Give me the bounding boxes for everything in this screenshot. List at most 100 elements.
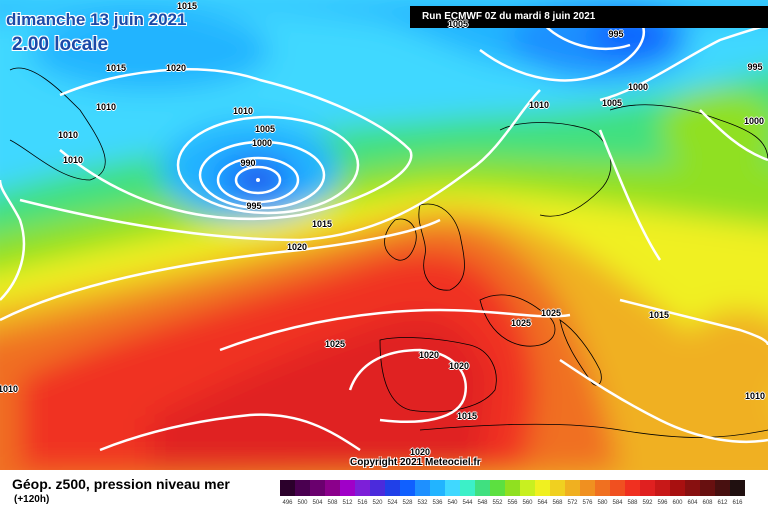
scale-swatch bbox=[610, 480, 625, 496]
scale-swatch bbox=[280, 480, 295, 496]
finland-coast bbox=[609, 104, 768, 161]
scale-tick-label: 524 bbox=[387, 500, 398, 506]
isobar-1005 bbox=[176, 115, 360, 215]
color-scale bbox=[280, 480, 745, 496]
color-scale-labels: 496 500 504 508 512 516 520 524 528 532 536 540 544 5… bbox=[280, 500, 745, 506]
scale-tick-label: 564 bbox=[537, 500, 548, 506]
pressure-label: 1010 bbox=[744, 391, 766, 401]
scale-tick-label: 504 bbox=[312, 500, 323, 506]
scale-swatch bbox=[550, 480, 565, 496]
scale-tick-label: 600 bbox=[672, 500, 683, 506]
pressure-label: 1020 bbox=[448, 361, 470, 371]
france-coast bbox=[479, 294, 556, 347]
scale-tick-label: 584 bbox=[612, 500, 623, 506]
weather-map: dimanche 13 juin 2021 2.00 locale Run EC… bbox=[0, 0, 768, 470]
pressure-label: 1020 bbox=[418, 350, 440, 360]
pressure-label: 1010 bbox=[57, 130, 79, 140]
scale-swatch bbox=[580, 480, 595, 496]
pressure-label: 1025 bbox=[510, 318, 532, 328]
scale-swatch bbox=[490, 480, 505, 496]
scale-swatch bbox=[415, 480, 430, 496]
scale-tick-label: 544 bbox=[462, 500, 473, 506]
scale-tick-label: 592 bbox=[642, 500, 653, 506]
pressure-label: 1005 bbox=[254, 124, 276, 134]
scale-tick-label: 580 bbox=[597, 500, 608, 506]
scale-swatch bbox=[430, 480, 445, 496]
pressure-label: 1015 bbox=[648, 310, 670, 320]
coastlines bbox=[9, 67, 768, 438]
pressure-label: 1005 bbox=[601, 98, 623, 108]
scale-swatch bbox=[565, 480, 580, 496]
legend-title: Géop. z500, pression niveau mer bbox=[12, 476, 230, 492]
scale-tick-label: 516 bbox=[357, 500, 368, 506]
scale-swatch bbox=[640, 480, 655, 496]
scale-tick-label: 528 bbox=[402, 500, 413, 506]
isobar-1000 bbox=[198, 140, 326, 210]
scale-swatch bbox=[385, 480, 400, 496]
scale-swatch bbox=[340, 480, 355, 496]
pressure-label: 1020 bbox=[165, 63, 187, 73]
scale-tick-label: 616 bbox=[732, 500, 743, 506]
pressure-label: 1015 bbox=[456, 411, 478, 421]
iberia-coast bbox=[379, 337, 497, 413]
north-africa-coast bbox=[419, 423, 768, 438]
scale-swatch bbox=[475, 480, 490, 496]
pressure-label: 1005 bbox=[447, 19, 469, 29]
pressure-label: 1015 bbox=[176, 1, 198, 11]
scale-tick-label: 540 bbox=[447, 500, 458, 506]
pressure-label: 1025 bbox=[540, 308, 562, 318]
pressure-label: 1000 bbox=[627, 82, 649, 92]
isobars bbox=[0, 19, 768, 452]
isobar-1015-east bbox=[619, 298, 768, 346]
scale-swatch bbox=[715, 480, 730, 496]
low-center-marker bbox=[256, 178, 260, 182]
isobar-1010-central bbox=[598, 129, 662, 261]
isobar-1005-north-east bbox=[699, 109, 768, 162]
isobar-1025 bbox=[219, 308, 571, 352]
isobar-1020-iberia bbox=[348, 348, 468, 423]
scale-tick-label: 520 bbox=[372, 500, 383, 506]
scale-tick-label: 552 bbox=[492, 500, 503, 506]
scale-tick-label: 608 bbox=[702, 500, 713, 506]
pressure-label: 995 bbox=[747, 62, 763, 72]
legend-footer: Géop. z500, pression niveau mer (+120h) … bbox=[0, 470, 768, 512]
scale-swatch bbox=[700, 480, 715, 496]
scale-tick-label: 548 bbox=[477, 500, 488, 506]
scale-swatch bbox=[655, 480, 670, 496]
scale-swatch bbox=[445, 480, 460, 496]
pressure-label: 1010 bbox=[528, 100, 550, 110]
scale-swatch bbox=[355, 480, 370, 496]
scale-swatch bbox=[460, 480, 475, 496]
greenland-coast bbox=[9, 67, 106, 181]
pressure-label: 1015 bbox=[105, 63, 127, 73]
isobar-1010-west bbox=[0, 179, 26, 301]
scale-swatch bbox=[535, 480, 550, 496]
pressure-label: 1010 bbox=[0, 384, 19, 394]
pressure-label: 1010 bbox=[232, 106, 254, 116]
scale-tick-label: 596 bbox=[657, 500, 668, 506]
scale-swatch bbox=[595, 480, 610, 496]
pressure-label: 1020 bbox=[409, 447, 431, 457]
scale-tick-label: 500 bbox=[297, 500, 308, 506]
forecast-date: dimanche 13 juin 2021 bbox=[6, 10, 187, 29]
pressure-label: 1000 bbox=[251, 138, 273, 148]
run-info: Run ECMWF 0Z du mardi 8 juin 2021 bbox=[410, 6, 768, 28]
scale-tick-label: 612 bbox=[717, 500, 728, 506]
scale-swatch bbox=[400, 480, 415, 496]
isobar-1015-south-east bbox=[559, 358, 768, 444]
scale-tick-label: 508 bbox=[327, 500, 338, 506]
scale-tick-label: 572 bbox=[567, 500, 578, 506]
pressure-label: 1025 bbox=[324, 339, 346, 349]
isobar-1020-south bbox=[99, 413, 361, 452]
isobar-995 bbox=[216, 156, 300, 204]
scale-tick-label: 512 bbox=[342, 500, 353, 506]
scale-tick-label: 576 bbox=[582, 500, 593, 506]
scale-swatch bbox=[730, 480, 745, 496]
scale-tick-label: 532 bbox=[417, 500, 428, 506]
scale-swatch bbox=[325, 480, 340, 496]
isobar-1005-east bbox=[479, 19, 645, 82]
isobar-1015 bbox=[19, 89, 541, 242]
scale-swatch bbox=[295, 480, 310, 496]
isobar-1010 bbox=[59, 68, 413, 221]
isobar-990 bbox=[234, 165, 282, 195]
